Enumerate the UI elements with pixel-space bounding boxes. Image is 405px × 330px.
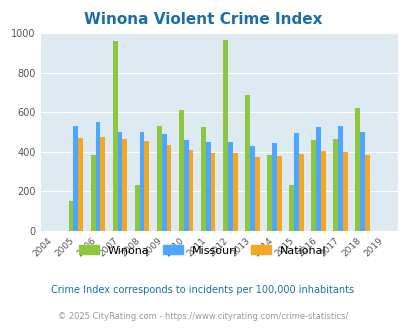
Bar: [166, 145, 171, 231]
Bar: [364, 155, 369, 231]
Bar: [68, 201, 73, 231]
Bar: [249, 146, 254, 231]
Bar: [245, 95, 249, 231]
Bar: [333, 139, 337, 231]
Bar: [288, 185, 293, 231]
Bar: [139, 132, 144, 231]
Text: Winona Violent Crime Index: Winona Violent Crime Index: [83, 12, 322, 27]
Bar: [200, 127, 205, 231]
Bar: [179, 110, 183, 231]
Bar: [113, 41, 117, 231]
Bar: [183, 140, 188, 231]
Bar: [117, 132, 122, 231]
Bar: [227, 142, 232, 231]
Legend: Winona, Missouri, National: Winona, Missouri, National: [75, 241, 330, 260]
Bar: [78, 138, 83, 231]
Bar: [122, 139, 127, 231]
Bar: [188, 150, 193, 231]
Bar: [254, 157, 259, 231]
Bar: [315, 127, 320, 231]
Bar: [298, 154, 303, 231]
Bar: [73, 126, 78, 231]
Text: Crime Index corresponds to incidents per 100,000 inhabitants: Crime Index corresponds to incidents per…: [51, 285, 354, 295]
Bar: [266, 155, 271, 231]
Bar: [210, 153, 215, 231]
Text: © 2025 CityRating.com - https://www.cityrating.com/crime-statistics/: © 2025 CityRating.com - https://www.city…: [58, 312, 347, 321]
Bar: [293, 133, 298, 231]
Bar: [337, 126, 342, 231]
Bar: [134, 185, 139, 231]
Bar: [222, 40, 227, 231]
Bar: [90, 155, 95, 231]
Bar: [359, 132, 364, 231]
Bar: [311, 140, 315, 231]
Bar: [100, 137, 105, 231]
Bar: [342, 152, 347, 231]
Bar: [161, 134, 166, 231]
Bar: [232, 153, 237, 231]
Bar: [276, 156, 281, 231]
Bar: [205, 142, 210, 231]
Bar: [320, 151, 325, 231]
Bar: [144, 141, 149, 231]
Bar: [95, 122, 100, 231]
Bar: [354, 108, 359, 231]
Bar: [156, 126, 161, 231]
Bar: [271, 143, 276, 231]
